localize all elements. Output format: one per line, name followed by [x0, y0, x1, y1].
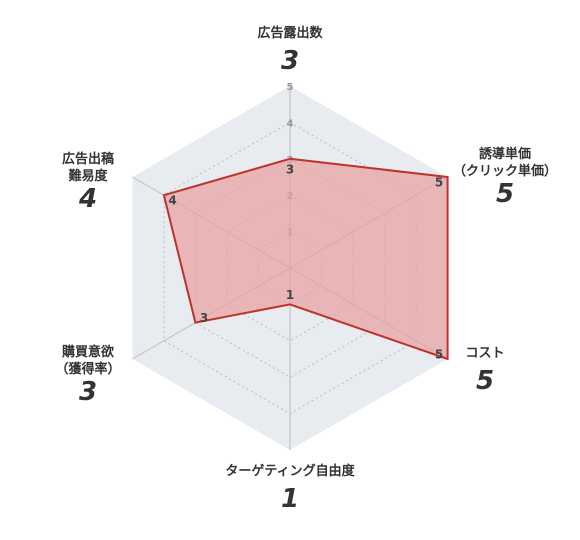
axis-label-5-line-2: （獲得率）	[55, 361, 120, 377]
value-label-5: 3	[200, 311, 208, 325]
axis-score-4: 1	[281, 484, 299, 514]
axis-label-5-line-1: 購買意欲	[61, 344, 114, 360]
axis-label-group-3: コスト 5	[465, 346, 504, 396]
axis-score-5: 3	[79, 377, 97, 407]
axis-label-2-line-2: （クリック単価）	[453, 163, 557, 179]
axis-label-1-line-1: 広告露出数	[257, 25, 323, 41]
value-label-1: 3	[286, 162, 294, 176]
axis-score-2: 5	[496, 179, 514, 209]
axis-label-2-line-1: 誘導単価	[479, 146, 531, 162]
axis-label-group-2: 誘導単価（クリック単価）5	[453, 146, 557, 209]
series-area	[162, 157, 449, 361]
value-label-3: 5	[435, 348, 443, 362]
value-label-2: 5	[435, 176, 443, 190]
axis-label-6-line-1: 広告出稿	[62, 151, 114, 167]
series-layer	[162, 157, 449, 361]
axis-labels-layer: 広告露出数3誘導単価（クリック単価）5コスト5ターゲティング自由度1購買意欲（獲…	[55, 25, 557, 514]
axis-label-group-5: 購買意欲（獲得率）3	[55, 344, 120, 407]
axis-label-3-line-1: コスト	[465, 346, 504, 361]
value-label-6: 4	[168, 194, 176, 208]
tick-label-4: 4	[287, 118, 294, 129]
axis-label-group-4: ターゲティング自由度 1	[225, 463, 355, 514]
axis-label-4-line-1: ターゲティング自由度	[225, 463, 355, 479]
axis-label-group-1: 広告露出数 3	[257, 25, 323, 76]
axis-score-3: 5	[476, 366, 494, 396]
axis-score-6: 4	[78, 184, 97, 214]
tick-label-5: 5	[287, 82, 294, 93]
axis-score-1: 3	[281, 46, 299, 76]
value-labels-layer: 3 5 5 1 3 4	[168, 162, 443, 361]
value-label-4: 1	[286, 288, 294, 302]
axis-label-6-line-2: 難易度	[68, 168, 108, 184]
